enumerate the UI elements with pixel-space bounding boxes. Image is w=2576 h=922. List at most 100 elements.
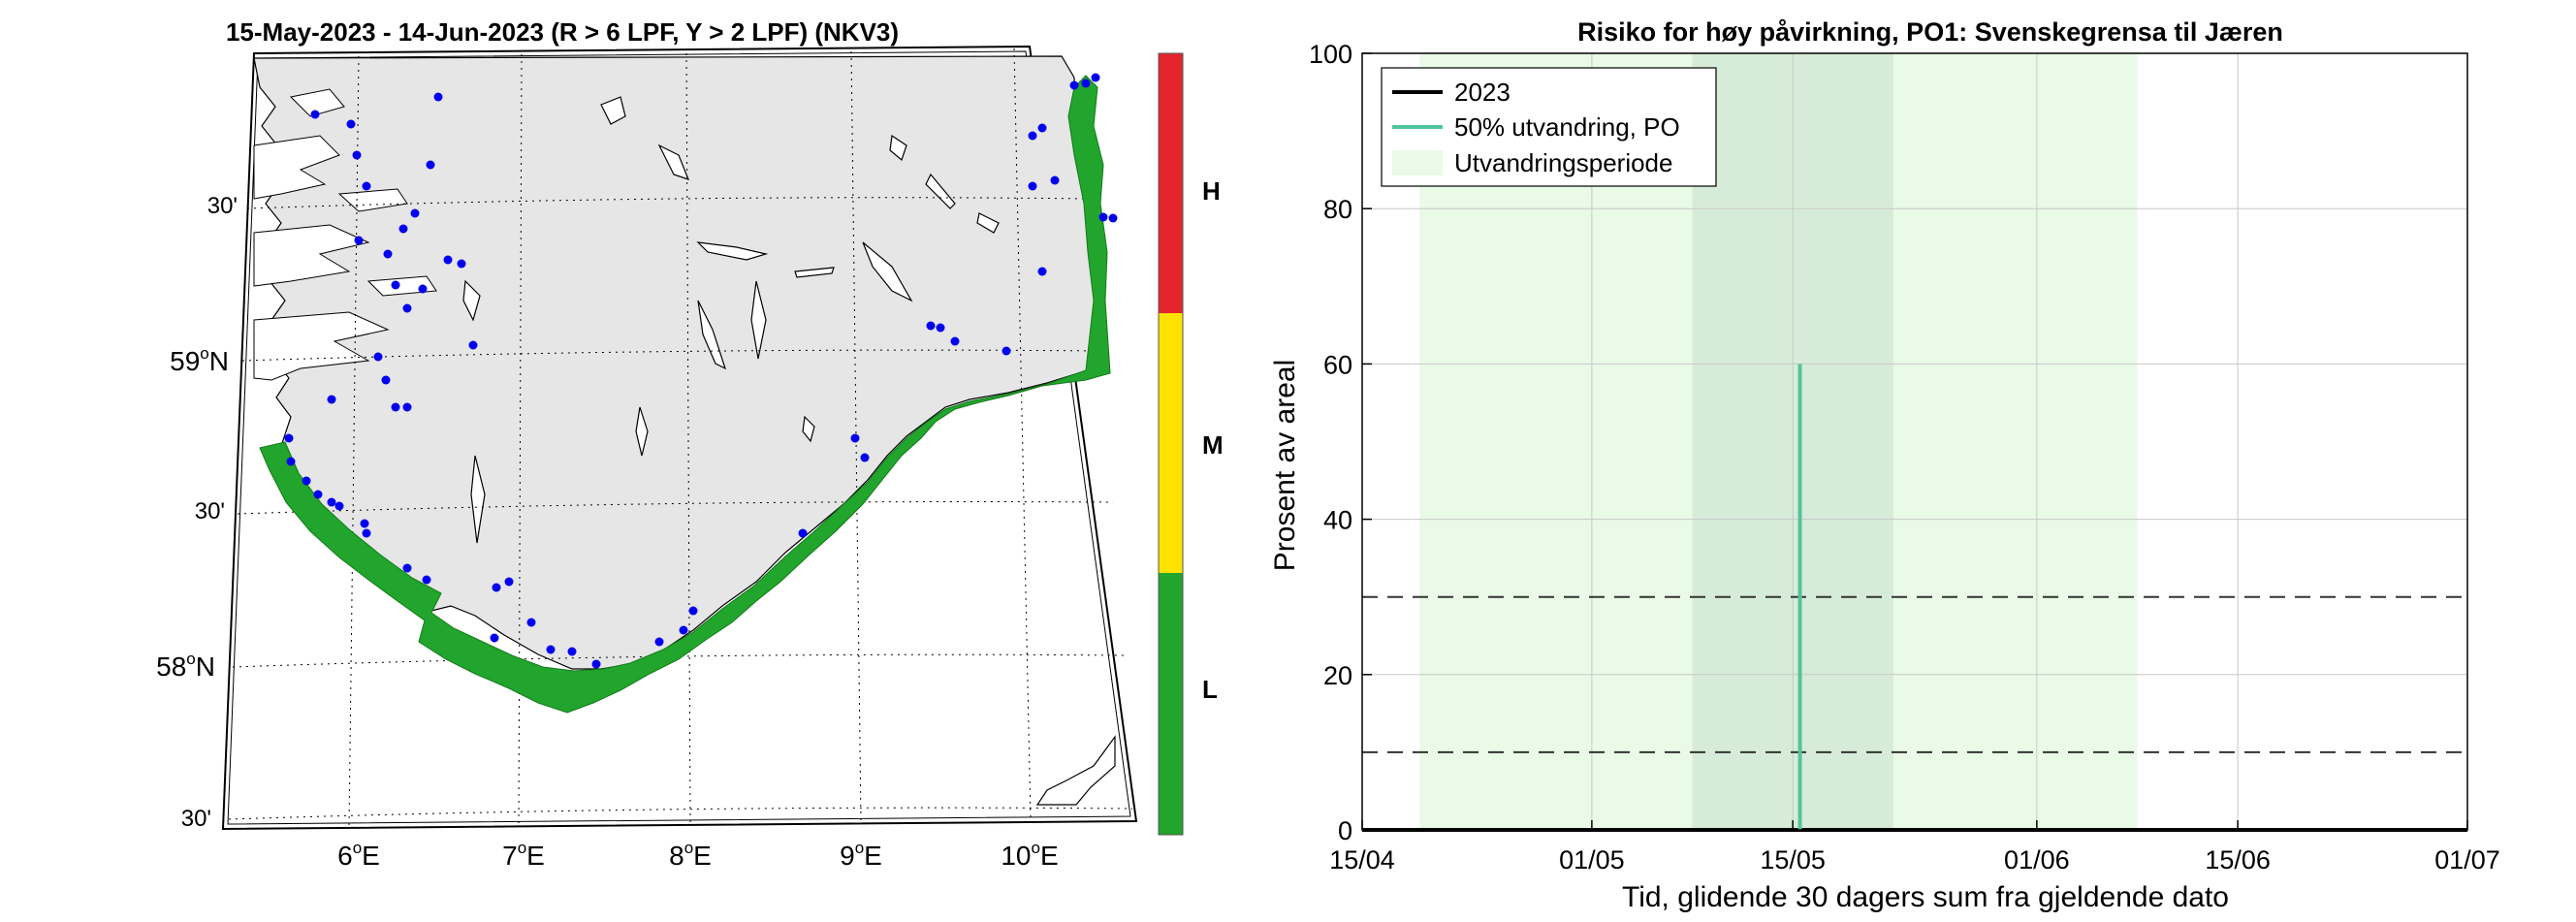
x-tick-label: 01/07: [2434, 845, 2500, 874]
y-tick-label: 40: [1323, 506, 1352, 535]
site-marker: [422, 575, 431, 585]
site-marker: [457, 259, 466, 269]
lat-label-58-30: 30': [195, 498, 225, 525]
site-marker: [346, 119, 356, 129]
map-graticule: [228, 48, 1133, 828]
site-marker: [383, 249, 393, 259]
risk-colorbar: H M L: [1158, 52, 1224, 836]
site-marker: [352, 150, 362, 160]
site-marker: [284, 433, 294, 443]
lon-label-9: 9oE: [840, 839, 882, 871]
map-lat-labels: 30' 59oN 30' 58oN 30': [156, 193, 238, 832]
site-marker: [1037, 267, 1047, 276]
coastal-zone-low-risk: [259, 75, 1111, 714]
x-tick-label: 01/06: [2004, 845, 2070, 874]
site-marker: [950, 336, 960, 346]
site-marker: [362, 528, 371, 538]
site-marker: [360, 519, 369, 528]
site-marker: [402, 563, 412, 573]
legend-label-utvandring: 50% utvandring, PO: [1454, 112, 1680, 142]
chart-x-ticks: 15/04 01/05 15/05 01/06 15/06 01/07: [1329, 820, 2500, 874]
site-marker: [798, 528, 808, 538]
chart-y-ticks: 0 20 40 60 80 100: [1309, 40, 1372, 845]
colorbar-high: [1159, 53, 1183, 313]
site-marker: [526, 618, 536, 627]
y-tick-label: 100: [1309, 40, 1352, 69]
y-tick-label: 60: [1323, 350, 1352, 379]
x-tick-label: 01/05: [1559, 845, 1625, 874]
map-title: 15-May-2023 - 14-Jun-2023 (R > 6 LPF, Y …: [226, 17, 899, 47]
colorbar-medium: [1159, 313, 1183, 573]
site-marker: [1028, 181, 1037, 191]
lat-label-59-30: 30': [207, 193, 238, 219]
lat-label-59: 59oN: [170, 344, 229, 376]
site-marker: [402, 402, 412, 412]
chart-title: Risiko for høy påvirkning, PO1: Svenskeg…: [1577, 17, 2283, 47]
site-marker: [1002, 346, 1011, 356]
site-marker: [936, 323, 945, 333]
site-marker: [334, 501, 344, 511]
map-inner-frame: [227, 50, 1131, 825]
y-tick-label: 20: [1323, 661, 1352, 690]
site-marker: [1037, 123, 1047, 133]
site-marker: [850, 433, 860, 443]
x-tick-label: 15/04: [1329, 845, 1395, 874]
map-lon-labels: 6oE 7oE 8oE 9oE 10oE: [337, 839, 1059, 871]
map-panel: 15-May-2023 - 14-Jun-2023 (R > 6 LPF, Y …: [156, 17, 1224, 871]
x-tick-label: 15/05: [1760, 845, 1826, 874]
colorbar-label-low: L: [1202, 675, 1218, 704]
site-marker: [567, 647, 577, 656]
site-marker: [468, 340, 478, 350]
lat-label-57-30: 30': [181, 806, 211, 832]
site-marker: [310, 110, 320, 119]
site-marker: [391, 402, 400, 412]
site-marker: [391, 280, 400, 290]
site-marker: [1050, 175, 1060, 185]
site-marker: [860, 453, 870, 462]
legend-label-periode: Utvandringsperiode: [1454, 148, 1672, 177]
y-tick-label: 0: [1338, 816, 1352, 845]
site-marker: [688, 606, 698, 616]
chart-legend: 2023 50% utvandring, PO Utvandringsperio…: [1381, 67, 1717, 187]
site-marker: [926, 321, 936, 331]
site-marker: [1108, 213, 1118, 223]
site-marker: [1091, 73, 1100, 82]
colorbar-low: [1159, 573, 1183, 835]
colorbar-label-medium: M: [1202, 430, 1224, 460]
chart-threshold-lines: [1362, 595, 2467, 753]
lat-label-58: 58oN: [156, 650, 215, 682]
x-axis-label: Tid, glidende 30 dagers sum fra gjeldend…: [1622, 881, 2229, 913]
site-marker: [490, 633, 499, 643]
site-marker: [327, 497, 336, 507]
y-tick-label: 80: [1323, 195, 1352, 224]
site-marker: [443, 255, 453, 265]
legend-swatch-periode: [1392, 150, 1443, 175]
site-marker: [402, 303, 412, 313]
west-coast-fjords: [253, 88, 437, 381]
site-marker: [679, 625, 688, 635]
x-tick-label: 15/06: [2205, 845, 2271, 874]
site-markers: [284, 73, 1118, 669]
site-marker: [1098, 212, 1108, 222]
inland-lakes: [462, 96, 1116, 806]
legend-label-2023: 2023: [1454, 78, 1511, 107]
lon-label-8: 8oE: [669, 839, 712, 871]
y-axis-label: Prosent av areal: [1269, 360, 1301, 571]
lon-label-10: 10oE: [1001, 839, 1058, 871]
site-marker: [591, 659, 601, 669]
site-marker: [381, 375, 391, 385]
site-marker: [546, 645, 556, 654]
site-marker: [492, 583, 501, 592]
site-marker: [286, 457, 296, 466]
site-marker: [504, 577, 514, 587]
colorbar-label-high: H: [1202, 176, 1221, 206]
site-marker: [1028, 131, 1037, 141]
site-marker: [418, 284, 428, 294]
site-marker: [313, 490, 323, 499]
colorbar-outline: [1158, 52, 1184, 836]
plot-area-border: [1361, 52, 2468, 831]
lon-label-6: 6oE: [337, 839, 380, 871]
site-marker: [1081, 79, 1091, 88]
